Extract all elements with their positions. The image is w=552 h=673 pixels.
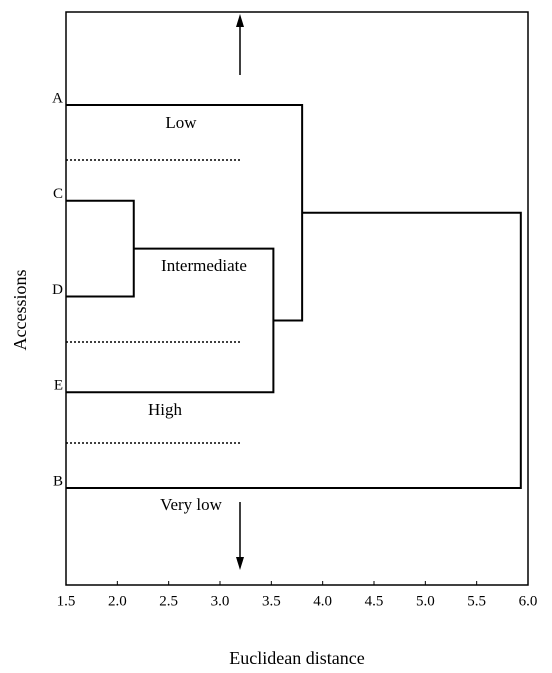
arrow-head xyxy=(236,14,244,27)
x-tick-label: 4.5 xyxy=(365,593,384,609)
x-tick-label: 5.5 xyxy=(467,593,486,609)
leaf-label: B xyxy=(53,473,63,489)
plot-frame xyxy=(65,11,529,586)
leaf-label: A xyxy=(52,90,63,106)
x-tick-label: 2.0 xyxy=(108,593,127,609)
group-annotation: Very low xyxy=(160,495,223,514)
leaf-label: D xyxy=(52,282,63,298)
x-tick-label: 5.0 xyxy=(416,593,435,609)
arrows xyxy=(236,14,244,570)
merge-link xyxy=(66,104,304,322)
x-tick-label: 2.5 xyxy=(159,593,178,609)
y-axis-label: Accessions xyxy=(10,270,30,351)
group-annotation: Intermediate xyxy=(161,256,247,275)
x-tick-label: 6.0 xyxy=(519,593,538,609)
merge-link xyxy=(66,211,522,489)
x-tick-label: 4.0 xyxy=(313,593,332,609)
x-tick-label: 3.0 xyxy=(211,593,230,609)
leaf-label: C xyxy=(53,186,63,202)
group-annotation: Low xyxy=(165,113,197,132)
group-annotation: High xyxy=(148,400,183,419)
x-axis-label: Euclidean distance xyxy=(229,648,364,668)
group-dividers xyxy=(66,159,240,444)
x-tick-label: 1.5 xyxy=(57,593,76,609)
merge-link xyxy=(66,199,135,298)
x-tick-label: 3.5 xyxy=(262,593,281,609)
arrow-head xyxy=(236,557,244,570)
leaf-label: E xyxy=(54,378,63,394)
